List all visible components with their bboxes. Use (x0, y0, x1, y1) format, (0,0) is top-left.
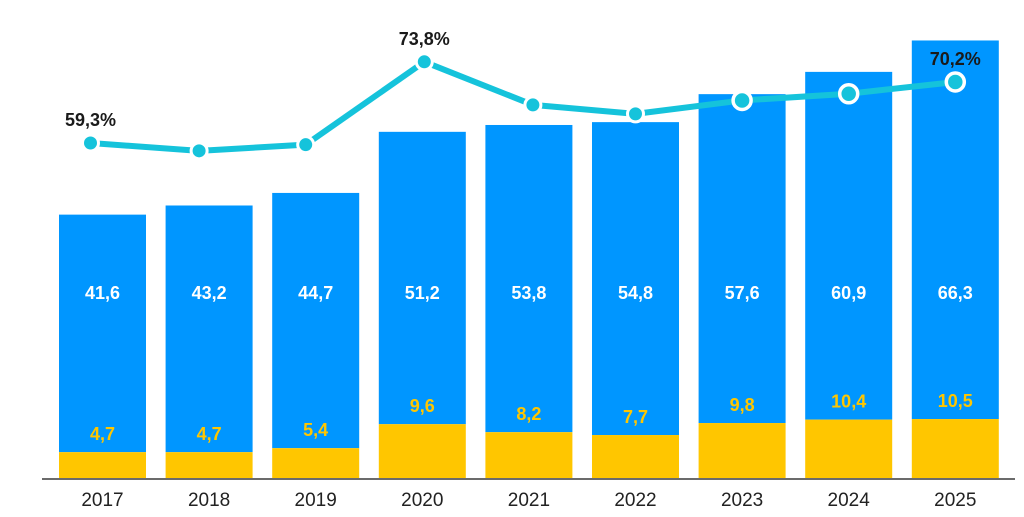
line-point-2021 (523, 95, 543, 115)
x-tick-labels: 2017 2018 2019 2020 2021 2022 2023 2024 2025 (81, 490, 976, 511)
line-point-2020 (414, 52, 434, 72)
line-series: 59,3% 73,8% 70,2% (65, 29, 981, 161)
data-label-yellow-2017: 4,7 (90, 424, 115, 444)
bar-blue-2022 (592, 122, 679, 436)
bar-blue-2021 (485, 124, 573, 433)
line-point-2019 (296, 135, 316, 155)
data-label-blue-2022: 54,8 (618, 283, 653, 303)
data-label-blue-2017: 41,6 (85, 283, 120, 303)
x-tick-2022: 2022 (614, 490, 656, 511)
bar-yellow-2024 (805, 419, 893, 479)
data-label-blue-2019: 44,7 (298, 283, 333, 303)
bar-yellow-2018 (165, 452, 253, 479)
line-label-2017: 59,3% (65, 110, 116, 130)
line-segment (635, 97, 743, 117)
data-label-blue-2021: 53,8 (511, 283, 546, 303)
data-label-yellow-2021: 8,2 (516, 404, 541, 424)
line-segment (532, 101, 636, 117)
bar-blue-2020 (378, 131, 466, 425)
line-point-2017 (81, 133, 100, 153)
line-point-2018 (189, 141, 209, 161)
data-label-blue-2024: 60,9 (831, 283, 866, 303)
bar-yellow-2025 (911, 419, 999, 479)
x-tick-2017: 2017 (81, 490, 123, 511)
x-tick-2021: 2021 (508, 490, 550, 511)
x-tick-2024: 2024 (828, 490, 871, 511)
data-label-yellow-2022: 7,7 (623, 407, 648, 427)
bars-group: 41,6 4,7 43,2 4,7 44,7 5,4 51,2 9,6 53,8 8,2 54,8 7… (59, 40, 999, 479)
bar-yellow-2022 (592, 435, 679, 479)
bar-blue-2023 (698, 94, 786, 424)
line-segment (198, 141, 306, 154)
line-label-2025: 70,2% (930, 49, 981, 69)
x-tick-2020: 2020 (401, 490, 443, 511)
data-label-yellow-2019: 5,4 (303, 420, 328, 440)
data-label-yellow-2023: 9,8 (730, 395, 755, 415)
data-label-blue-2018: 43,2 (192, 283, 227, 303)
data-label-yellow-2018: 4,7 (197, 424, 222, 444)
bar-yellow-2021 (485, 432, 573, 479)
data-label-blue-2023: 57,6 (725, 283, 760, 303)
bar-blue-2017 (59, 214, 146, 453)
bar-yellow-2017 (59, 452, 146, 479)
line-label-2020: 73,8% (399, 29, 450, 49)
bar-yellow-2020 (378, 424, 466, 479)
bar-blue-2025 (911, 40, 999, 420)
line-point-2023 (731, 89, 753, 112)
data-label-yellow-2020: 9,6 (410, 396, 435, 416)
line-segment (303, 59, 427, 148)
x-tick-2023: 2023 (721, 490, 763, 511)
line-point-2022 (626, 104, 645, 124)
line-segment (423, 59, 535, 108)
x-tick-2025: 2025 (934, 490, 976, 511)
bar-blue-2018 (165, 205, 253, 453)
bar-yellow-2019 (272, 448, 360, 479)
data-label-blue-2025: 66,3 (938, 283, 973, 303)
x-tick-2019: 2019 (295, 490, 337, 511)
line-point-2024 (837, 82, 860, 105)
data-label-yellow-2024: 10,4 (831, 392, 866, 412)
line-point-2025 (944, 71, 967, 93)
x-tick-2018: 2018 (188, 490, 230, 511)
data-label-blue-2020: 51,2 (405, 283, 440, 303)
line-segment (741, 90, 849, 104)
bar-blue-2024 (805, 71, 893, 420)
bar-yellow-2023 (698, 423, 786, 479)
line-segment (848, 78, 956, 97)
data-label-yellow-2025: 10,5 (938, 391, 973, 411)
bar-blue-2019 (272, 192, 360, 449)
line-segment (90, 140, 200, 154)
